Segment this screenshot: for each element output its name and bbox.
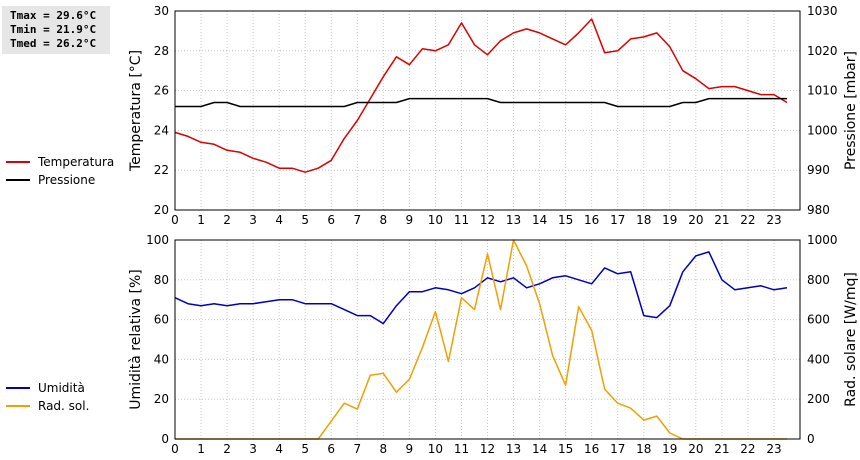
top-ytick-right-1000: 1000	[807, 123, 838, 137]
bottom-xtick-label-21: 21	[714, 442, 729, 456]
bottom-xtick-label-10: 10	[428, 442, 443, 456]
top-xtick-label-21: 21	[714, 213, 729, 227]
stats-box: Tmax = 29.6°C Tmin = 21.9°C Tmed = 26.2°C	[2, 6, 110, 54]
legend-item-pressione: Pressione	[6, 171, 114, 189]
top-xtick-label-15: 15	[558, 213, 573, 227]
bottom-xtick-label-4: 4	[275, 442, 283, 456]
bottom-xtick-label-8: 8	[380, 442, 388, 456]
top-xtick-label-9: 9	[406, 213, 414, 227]
legend-swatch-pressione	[6, 179, 30, 181]
top-xtick-label-6: 6	[327, 213, 335, 227]
bottom-ytick-right-600: 600	[807, 313, 830, 327]
top-xtick-label-23: 23	[766, 213, 781, 227]
bottom-xtick-label-17: 17	[610, 442, 625, 456]
bottom-xtick-label-22: 22	[740, 442, 755, 456]
top-xtick-label-16: 16	[584, 213, 599, 227]
top-xtick-label-12: 12	[480, 213, 495, 227]
legend-swatch-temperatura	[6, 161, 30, 163]
bottom-ytick-left-20: 20	[154, 392, 169, 406]
top-xtick-label-4: 4	[275, 213, 283, 227]
top-xtick-label-22: 22	[740, 213, 755, 227]
top-ytick-left-30: 30	[154, 4, 169, 18]
top-ylabel-right: Pressione [mbar]	[843, 51, 859, 170]
bottom-ylabel-right: Rad. solare [W/mq]	[843, 272, 859, 407]
top-ytick-right-990: 990	[807, 163, 830, 177]
top-xtick-label-1: 1	[197, 213, 205, 227]
bottom-ytick-left-40: 40	[154, 352, 169, 366]
legend-label-umidita: Umidità	[38, 381, 85, 395]
top-xtick-label-14: 14	[532, 213, 547, 227]
legend-item-umidita: Umidità	[6, 379, 89, 397]
bottom-ytick-left-0: 0	[161, 432, 169, 446]
bottom-ytick-left-60: 60	[154, 313, 169, 327]
top-xtick-label-2: 2	[223, 213, 231, 227]
bottom-ytick-right-1000: 1000	[807, 233, 838, 247]
bottom-xtick-label-19: 19	[662, 442, 677, 456]
top-ytick-right-1010: 1010	[807, 84, 838, 98]
top-ytick-right-980: 980	[807, 203, 830, 217]
legend-label-temperatura: Temperatura	[38, 155, 115, 169]
top-xtick-label-3: 3	[249, 213, 257, 227]
bottom-xtick-label-7: 7	[353, 442, 361, 456]
bottom-ytick-right-400: 400	[807, 352, 830, 366]
top-ytick-left-26: 26	[154, 84, 169, 98]
bottom-xtick-label-20: 20	[688, 442, 703, 456]
top-ylabel-left: Temperatura [°C]	[128, 50, 144, 172]
bottom-plot-frame	[174, 239, 801, 440]
top-xtick-label-8: 8	[380, 213, 388, 227]
bottom-xtick-label-13: 13	[506, 442, 521, 456]
stat-tmax: Tmax = 29.6°C	[10, 9, 97, 22]
bottom-xtick-label-11: 11	[454, 442, 469, 456]
bottom-xtick-label-5: 5	[301, 442, 309, 456]
bottom-xtick-label-16: 16	[584, 442, 599, 456]
legend-top: Temperatura Pressione	[6, 153, 114, 189]
top-xtick-label-19: 19	[662, 213, 677, 227]
bottom-xtick-label-6: 6	[327, 442, 335, 456]
top-xtick-label-10: 10	[428, 213, 443, 227]
top-series-1-line	[175, 97, 787, 108]
top-xtick-label-20: 20	[688, 213, 703, 227]
bottom-ytick-right-0: 0	[807, 432, 815, 446]
top-xtick-label-13: 13	[506, 213, 521, 227]
bottom-xtick-label-12: 12	[480, 442, 495, 456]
bottom-xtick-label-1: 1	[197, 442, 205, 456]
top-xtick-label-0: 0	[171, 213, 179, 227]
bottom-ytick-left-100: 100	[146, 233, 169, 247]
legend-swatch-umidita	[6, 387, 30, 389]
legend-item-rad-sol: Rad. sol.	[6, 397, 89, 415]
top-xtick-label-17: 17	[610, 213, 625, 227]
bottom-xtick-label-2: 2	[223, 442, 231, 456]
legend-label-rad-sol: Rad. sol.	[38, 399, 90, 413]
bottom-xtick-label-3: 3	[249, 442, 257, 456]
bottom-ytick-right-800: 800	[807, 273, 830, 287]
top-ytick-right-1020: 1020	[807, 44, 838, 58]
bottom-ytick-left-80: 80	[154, 273, 169, 287]
top-xtick-label-7: 7	[353, 213, 361, 227]
top-ytick-left-24: 24	[154, 123, 169, 137]
top-xtick-label-11: 11	[454, 213, 469, 227]
legend-label-pressione: Pressione	[38, 173, 96, 187]
bottom-xtick-label-0: 0	[171, 442, 179, 456]
top-xtick-label-18: 18	[636, 213, 651, 227]
legend-item-temperatura: Temperatura	[6, 153, 114, 171]
bottom-xtick-label-14: 14	[532, 442, 547, 456]
top-ytick-right-1030: 1030	[807, 4, 838, 18]
top-ytick-left-22: 22	[154, 163, 169, 177]
top-ytick-left-28: 28	[154, 44, 169, 58]
top-ytick-left-20: 20	[154, 203, 169, 217]
bottom-ylabel-left: Umidità relativa [%]	[128, 269, 144, 410]
bottom-xtick-label-9: 9	[406, 442, 414, 456]
bottom-xtick-label-18: 18	[636, 442, 651, 456]
bottom-ytick-right-200: 200	[807, 392, 830, 406]
legend-bottom-items: Umidità Rad. sol.	[6, 379, 89, 415]
legend-swatch-rad-sol	[6, 405, 30, 407]
stat-tmin: Tmin = 21.9°C	[10, 23, 97, 36]
top-xtick-label-5: 5	[301, 213, 309, 227]
bottom-xtick-label-23: 23	[766, 442, 781, 456]
top-series-0-line	[174, 18, 788, 173]
top-plot-frame	[174, 10, 801, 211]
stat-tmed: Tmed = 26.2°C	[10, 37, 97, 50]
bottom-xtick-label-15: 15	[558, 442, 573, 456]
